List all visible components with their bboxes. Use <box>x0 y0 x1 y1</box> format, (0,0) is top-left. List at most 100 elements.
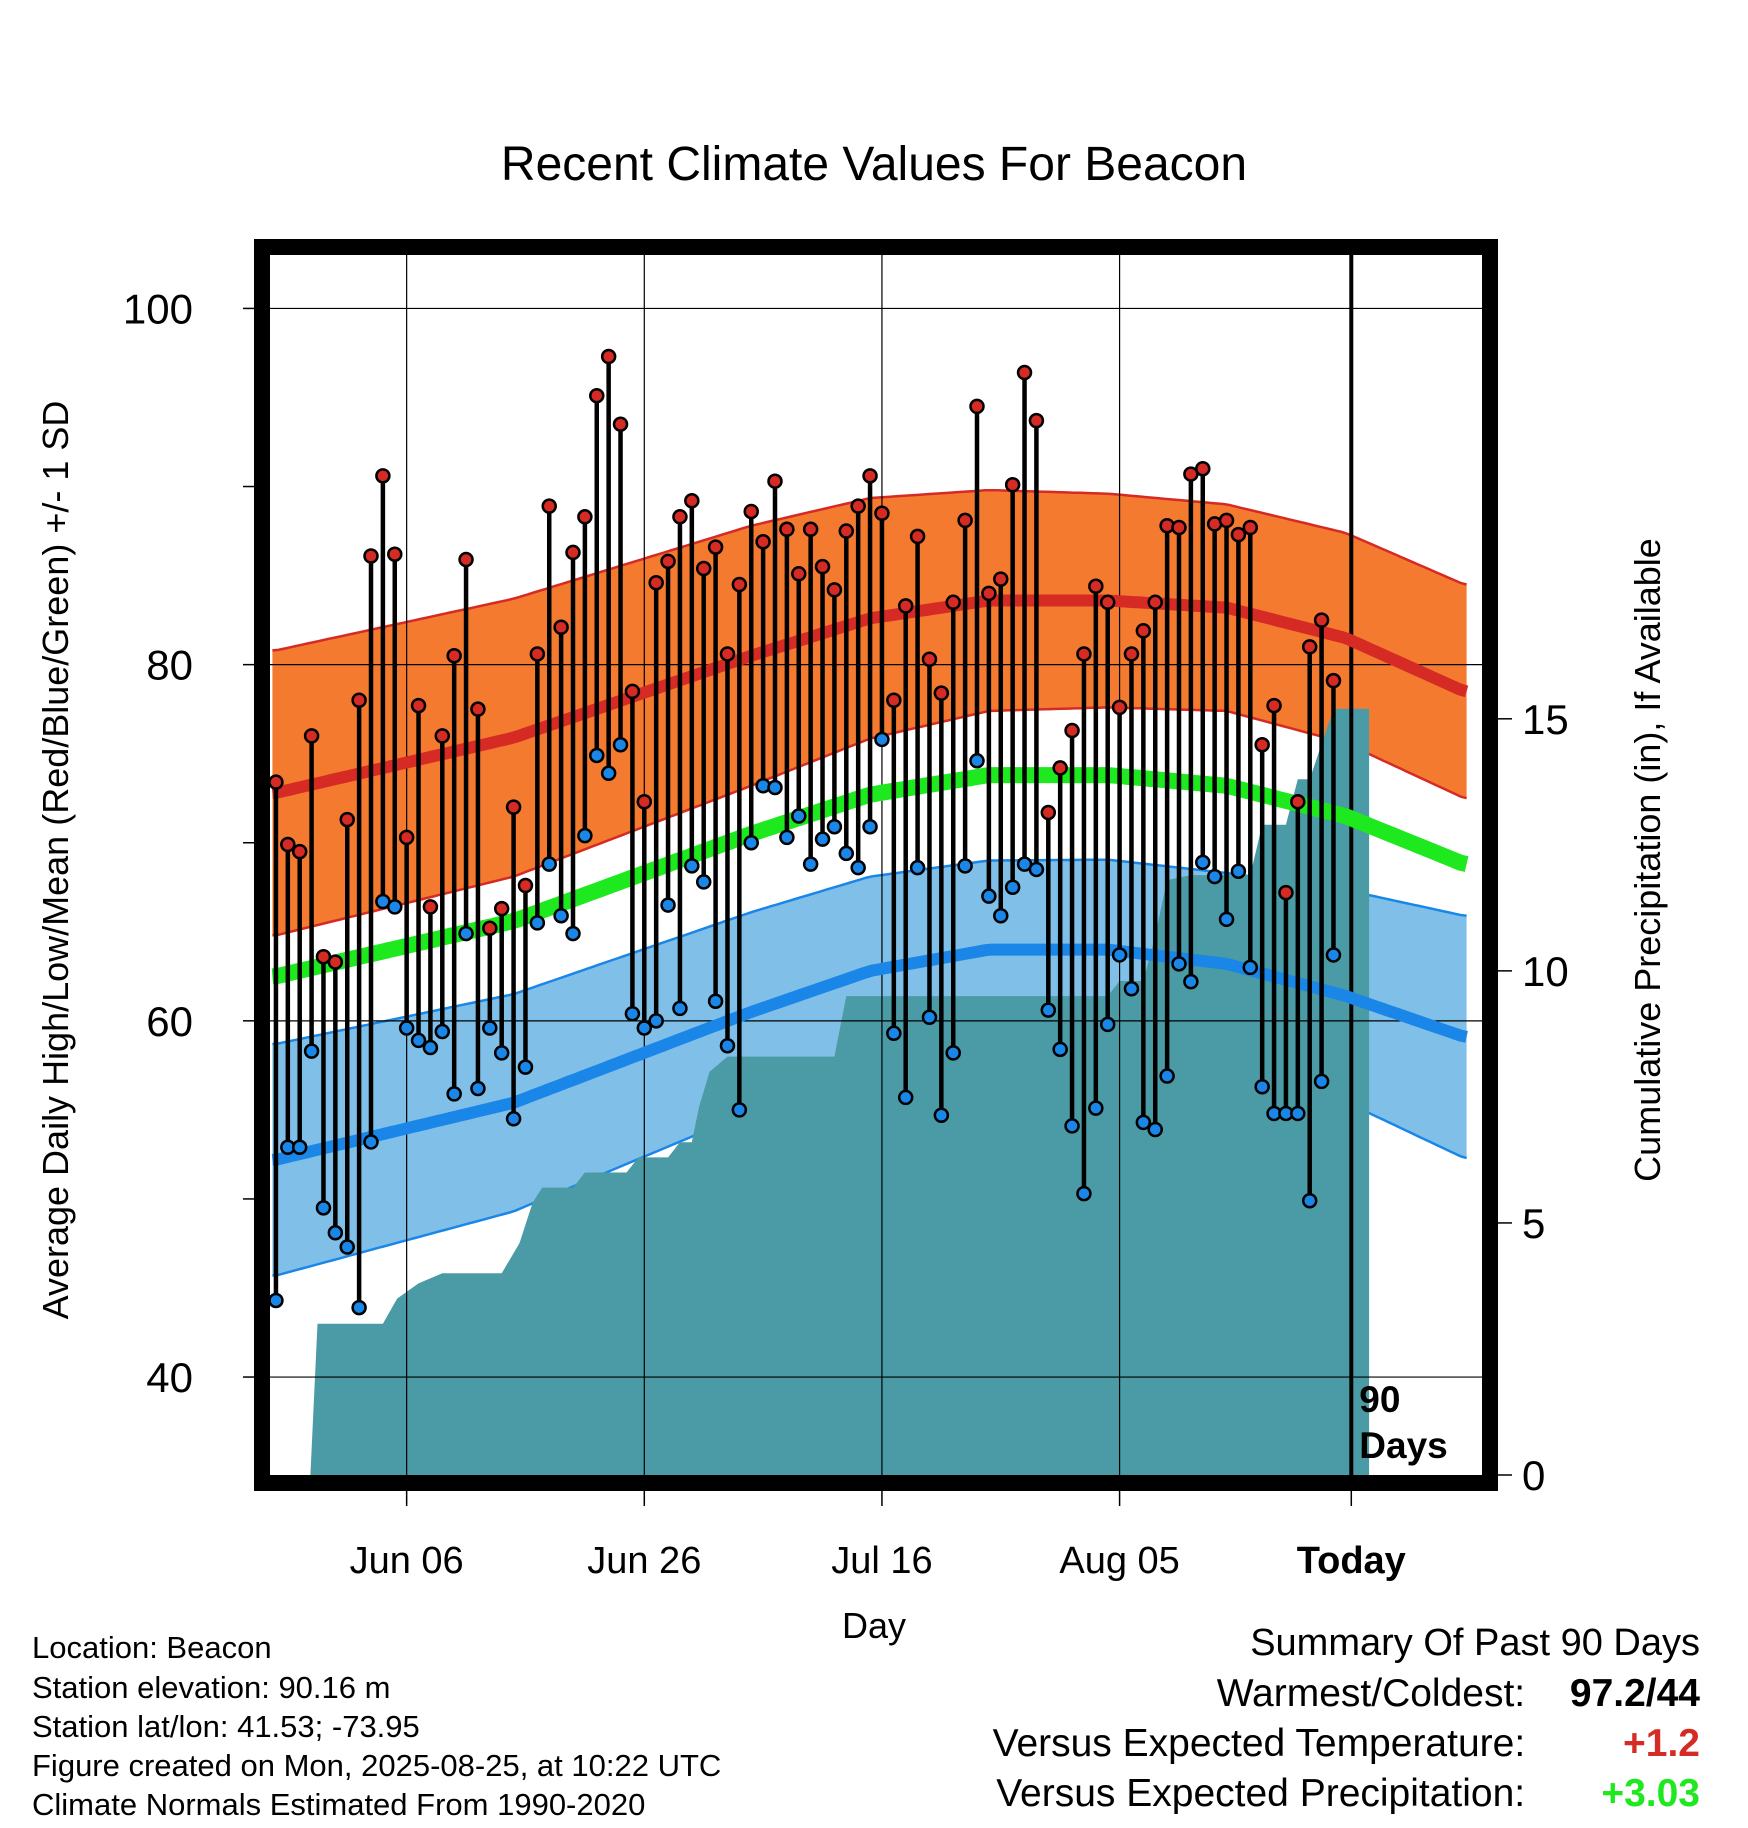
daily-low-point <box>351 1299 367 1316</box>
daily-low-point <box>624 1005 641 1022</box>
daily-high-point <box>351 692 367 709</box>
daily-low-point <box>1028 861 1045 878</box>
daily-high-point <box>719 646 736 662</box>
daily-low-point <box>909 859 926 876</box>
daily-low-point <box>291 1139 308 1156</box>
warmest-high: 97.2 <box>1569 1672 1646 1715</box>
daily-low-point <box>838 845 855 862</box>
daily-range-stems <box>273 356 1336 1308</box>
precip-fill <box>275 708 1370 1475</box>
daily-low-point <box>517 1059 534 1075</box>
daily-points <box>268 348 1342 1316</box>
daily-low-point <box>1183 973 1199 990</box>
precip-label: Versus Expected Precipitation: <box>996 1772 1526 1815</box>
daily-low-point <box>862 818 878 835</box>
daily-high-point <box>791 566 807 582</box>
daily-low-point <box>1313 1073 1330 1090</box>
daily-high-point <box>1218 512 1235 529</box>
footer-latlon: Station lat/lon: 41.53; -73.95 <box>32 1709 420 1744</box>
days-annotation: 90 <box>1359 1379 1400 1420</box>
daily-high-point <box>886 692 902 709</box>
y-tick-label: 60 <box>146 998 193 1045</box>
daily-high-point <box>660 553 676 570</box>
daily-low-point <box>1159 1068 1175 1084</box>
daily-low-point <box>327 1225 344 1241</box>
daily-high-point <box>577 509 593 525</box>
daily-high-point <box>969 398 985 415</box>
daily-low-point <box>1230 863 1247 879</box>
daily-low-point <box>1004 879 1021 896</box>
daily-high-point <box>1195 460 1211 477</box>
daily-high-point <box>589 387 605 404</box>
y-axis-label: Average Daily High/Low/Mean (Red/Blue/Gr… <box>35 401 76 1320</box>
daily-high-point <box>1266 697 1282 714</box>
daily-low-point <box>363 1134 379 1150</box>
coldest-low: /44 <box>1645 1672 1700 1715</box>
daily-low-point <box>1099 1016 1116 1033</box>
daily-high-point <box>482 920 498 936</box>
daily-low-point <box>1040 1002 1057 1018</box>
daily-high-point <box>814 558 831 575</box>
daily-high-point <box>470 701 486 717</box>
daily-high-point <box>1325 672 1342 689</box>
warmest-value: 97.2/44 <box>1560 1672 1700 1716</box>
daily-high-point <box>1230 526 1247 543</box>
daily-low-point <box>1052 1041 1068 1058</box>
daily-high-point <box>672 509 688 525</box>
daily-low-point <box>743 834 759 851</box>
x-tick-label: Today <box>1297 1540 1406 1582</box>
daily-high-point <box>1040 804 1057 821</box>
footer-elevation: Station elevation: 90.16 m <box>32 1670 391 1705</box>
daily-low-point <box>612 737 629 753</box>
daily-low-point <box>897 1089 914 1106</box>
daily-high-point <box>1135 623 1152 639</box>
daily-low-point <box>779 829 795 846</box>
daily-low-point <box>886 1025 902 1042</box>
daily-low-point <box>791 808 807 824</box>
daily-low-point <box>505 1111 522 1127</box>
daily-high-point <box>363 548 379 564</box>
daily-low-point <box>315 1200 332 1216</box>
daily-low-point <box>1290 1105 1306 1122</box>
daily-low-point <box>1195 854 1211 871</box>
daily-high-point <box>339 811 355 828</box>
daily-high-point <box>1171 519 1187 536</box>
footer-normals: Climate Normals Estimated From 1990-2020 <box>32 1787 646 1822</box>
x-tick-label: Jun 06 <box>350 1540 464 1582</box>
daily-high-point <box>1290 794 1306 810</box>
daily-low-point <box>719 1038 736 1054</box>
daily-low-point <box>434 1023 451 1040</box>
daily-low-point <box>695 874 712 890</box>
daily-low-point <box>731 1102 748 1118</box>
daily-high-point <box>268 774 284 790</box>
daily-low-point <box>707 993 724 1009</box>
daily-low-point <box>1076 1185 1092 1202</box>
y-tick-label: 40 <box>146 1354 193 1401</box>
daily-high-point <box>458 551 474 568</box>
daily-low-point <box>458 925 474 942</box>
daily-high-point <box>838 523 855 539</box>
daily-low-point <box>636 1020 653 1036</box>
warmest-label: Warmest/Coldest: <box>1216 1672 1526 1715</box>
summary-warmest-row: Warmest/Coldest: 97.2/44 <box>1217 1672 1700 1716</box>
daily-low-point <box>850 859 866 876</box>
daily-high-point <box>874 505 890 521</box>
summary-temp-row: Versus Expected Temperature: +1.2 <box>993 1722 1700 1766</box>
y2-tick-label: 5 <box>1522 1200 1545 1247</box>
daily-high-point <box>541 498 557 514</box>
daily-low-point <box>921 1009 938 1026</box>
daily-low-point <box>541 856 557 872</box>
daily-high-point <box>1052 760 1068 776</box>
daily-high-point <box>802 521 819 538</box>
daily-low-point <box>767 779 783 796</box>
daily-high-point <box>1111 699 1128 716</box>
y2-tick-label: 10 <box>1522 948 1569 995</box>
daily-low-point <box>493 1045 510 1061</box>
daily-low-point <box>993 908 1009 924</box>
daily-high-point <box>1064 722 1080 739</box>
daily-low-point <box>1242 959 1259 976</box>
footer-created: Figure created on Mon, 2025-08-25, at 10… <box>32 1748 722 1783</box>
daily-low-point <box>957 858 973 874</box>
daily-low-point <box>660 897 676 913</box>
daily-high-point <box>1147 594 1163 611</box>
